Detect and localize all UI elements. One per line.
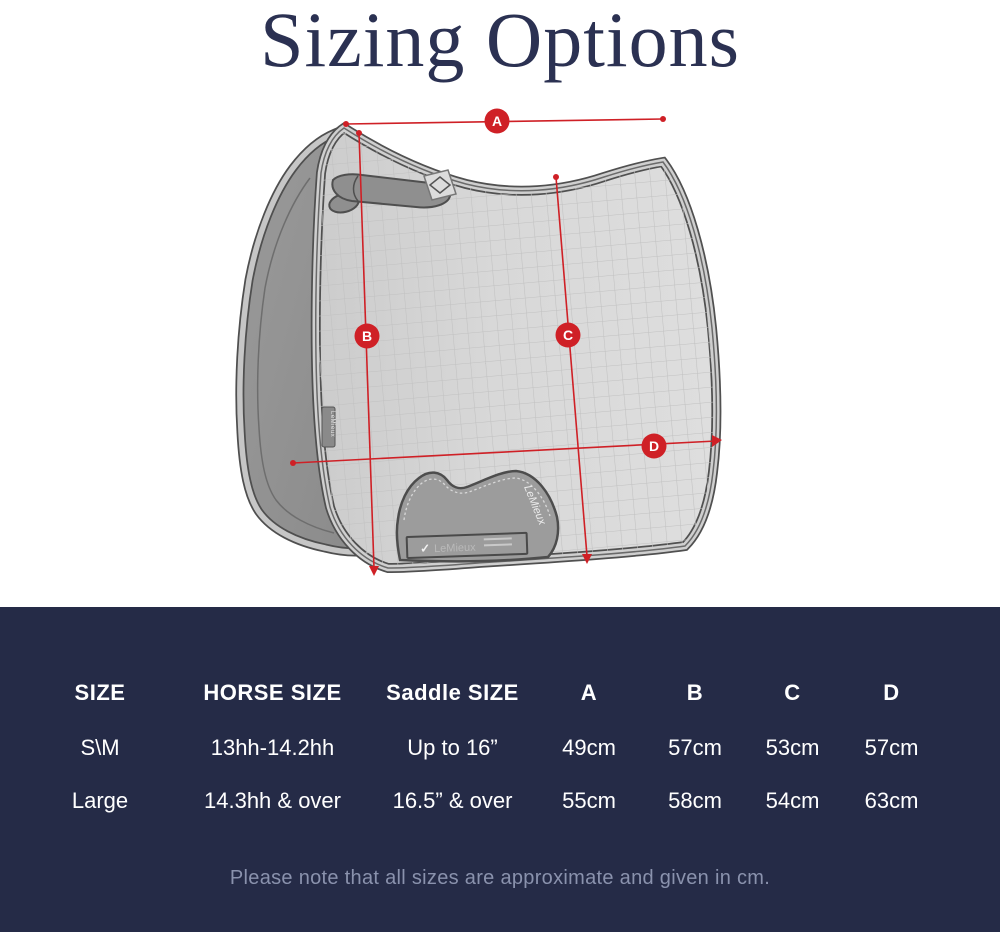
girth-patch: LeMieux ✓ LeMieux <box>395 469 560 563</box>
table-header-row: SIZE HORSE SIZE Saddle SIZE A B C D <box>30 665 1000 721</box>
column-header: A <box>580 680 598 705</box>
marker-a: A <box>484 108 510 134</box>
column-header: HORSE SIZE <box>203 680 342 705</box>
table-cell: Large <box>71 787 129 813</box>
table-cell: 63cm <box>864 787 919 813</box>
side-brand-tag: LeMieux <box>321 406 336 448</box>
svg-text:A: A <box>492 113 502 129</box>
column-header: C <box>784 680 801 705</box>
svg-text:C: C <box>563 327 573 343</box>
column-header: D <box>883 680 900 705</box>
measure-line-c <box>555 176 588 557</box>
table-cell: 55cm <box>562 787 616 813</box>
patch-label-brand: LeMieux <box>434 542 476 555</box>
table-cell: 14.3hh & over <box>204 787 341 813</box>
table-cell: 49cm <box>562 734 616 760</box>
table-cell: 58cm <box>668 787 722 813</box>
column-header: Saddle SIZE <box>386 680 519 705</box>
svg-text:D: D <box>649 438 659 454</box>
marker-c: C <box>555 322 581 348</box>
table-cell: Up to 16” <box>407 734 498 760</box>
table-cell: 16.5” & over <box>392 787 513 813</box>
measurement-markers: A B C D <box>354 108 667 459</box>
table-cell: 57cm <box>668 734 722 760</box>
marker-b: B <box>354 323 380 349</box>
saddle-pad-diagram: LeMieux LeMieux ✓ LeMieux <box>235 108 722 576</box>
quilting-pattern <box>315 128 717 568</box>
wither-logo-label <box>423 169 457 201</box>
arrow-b <box>369 566 379 576</box>
table-cell: 13hh-14.2hh <box>210 734 335 760</box>
column-header: SIZE <box>74 680 126 705</box>
marker-d: D <box>641 433 667 459</box>
svg-text:B: B <box>362 328 372 344</box>
patch-label-box: ✓ LeMieux <box>405 531 529 559</box>
measurement-lines <box>290 116 722 576</box>
column-header: B <box>686 680 704 705</box>
size-table: SIZE HORSE SIZE Saddle SIZE A B C D S\M … <box>0 607 1000 932</box>
page-title: Sizing Options <box>260 0 740 83</box>
arrow-d <box>712 435 722 447</box>
table-row: Large 14.3hh & over 16.5” & over 55cm 58… <box>30 774 1000 827</box>
side-tag-text: LeMieux <box>329 411 335 437</box>
size-note: Please note that all sizes are approxima… <box>229 867 771 889</box>
stitch-line <box>403 477 551 521</box>
main-pad <box>310 122 722 574</box>
arrow-c <box>582 554 592 564</box>
check-icon: ✓ <box>420 541 431 555</box>
measure-line-b <box>358 132 375 569</box>
table-cell: 57cm <box>864 734 919 760</box>
table-cell: S\M <box>80 734 120 760</box>
table-cell: 54cm <box>765 787 820 813</box>
table-row: S\M 13hh-14.2hh Up to 16” 49cm 57cm 53cm… <box>30 721 1000 774</box>
table-cell: 53cm <box>765 734 820 760</box>
